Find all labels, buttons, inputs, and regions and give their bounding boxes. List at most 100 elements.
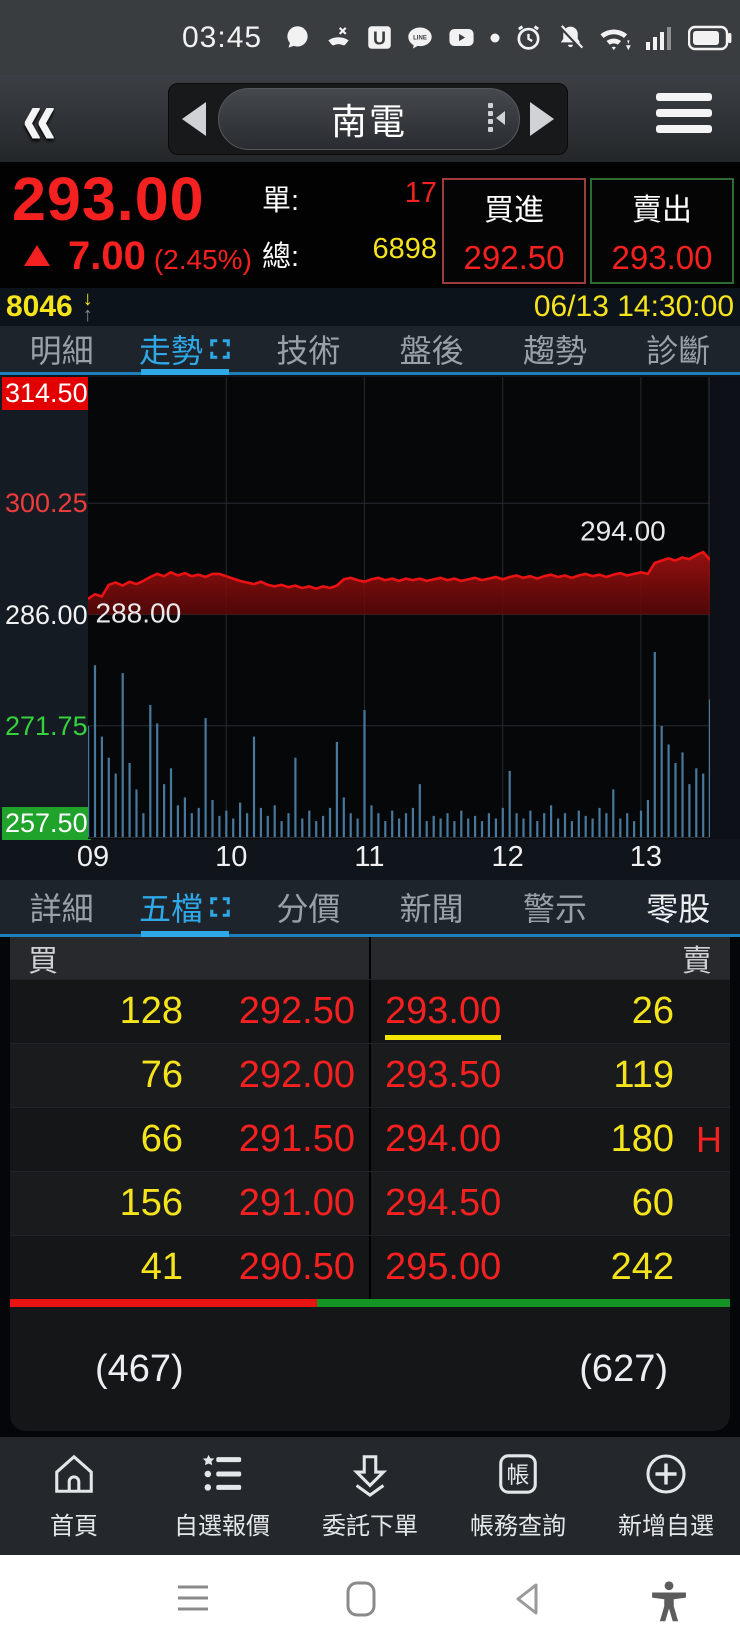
tab-price-volume[interactable]: 分價 bbox=[276, 891, 341, 927]
chart-plot[interactable]: 288.00 294.00 bbox=[87, 377, 712, 839]
ask-price[interactable]: 295.00 bbox=[385, 1246, 502, 1288]
tab-technical[interactable]: 技術 bbox=[276, 333, 341, 369]
tab-afterhours[interactable]: 盤後 bbox=[399, 333, 464, 369]
bid-price[interactable]: 292.50 bbox=[238, 990, 355, 1032]
bid-price[interactable]: 290.50 bbox=[238, 1246, 355, 1288]
nav-add-watchlist[interactable]: 新增自選 bbox=[592, 1437, 740, 1555]
ask-price[interactable]: 294.00 bbox=[385, 1118, 502, 1160]
bid-volume: 66 bbox=[140, 1118, 183, 1160]
stock-code: 8046 bbox=[6, 290, 73, 323]
buy-button[interactable]: 買進 292.50 bbox=[442, 178, 586, 284]
tab-diagnosis[interactable]: 診斷 bbox=[646, 333, 711, 369]
fullscreen-expand-icon[interactable] bbox=[209, 338, 231, 360]
tab-detail2[interactable]: 詳細 bbox=[29, 891, 94, 927]
nav-bar: « 南電 bbox=[0, 75, 740, 162]
orderbook-row[interactable]: 128 292.50 293.00 26 bbox=[10, 979, 730, 1043]
fullscreen-expand-icon[interactable] bbox=[209, 896, 231, 918]
orderbook-header: 買 賣 bbox=[10, 937, 730, 979]
svg-text:U: U bbox=[373, 28, 386, 48]
orderbook-row[interactable]: 41 290.50 295.00 242 bbox=[10, 1235, 730, 1299]
back-triangle-icon[interactable] bbox=[508, 1579, 548, 1624]
signal-bars-icon bbox=[645, 24, 675, 52]
ask-price-last-traded[interactable]: 293.00 bbox=[385, 990, 502, 1040]
time-axis-label: 09 bbox=[76, 841, 110, 873]
orderbook-section: 買 賣 128 292.50 293.00 26 76 292.00 293.50 11… bbox=[0, 937, 740, 1437]
missed-call-icon bbox=[324, 23, 353, 52]
svg-text:288.00: 288.00 bbox=[96, 597, 182, 628]
ask-price[interactable]: 293.50 bbox=[385, 1054, 502, 1096]
total-ask-volume: (627) bbox=[579, 1347, 668, 1390]
price-block: 293.00 7.00 (2.45%) bbox=[0, 162, 262, 288]
stock-pill[interactable]: 南電 bbox=[218, 88, 520, 150]
sell-button-price: 293.00 bbox=[611, 239, 713, 276]
info-strip: 8046 ↓ ↑ 06/13 14:30:00 bbox=[0, 288, 740, 326]
price-change: 7.00 bbox=[68, 234, 146, 278]
tab-odd-lot[interactable]: 零股 bbox=[646, 891, 711, 927]
last-price: 293.00 bbox=[12, 165, 205, 233]
stock-switcher: 南電 bbox=[168, 83, 568, 155]
recent-apps-icon[interactable] bbox=[172, 1579, 214, 1624]
alarm-clock-icon bbox=[514, 23, 543, 52]
nav-home[interactable]: 首頁 bbox=[0, 1437, 148, 1555]
sell-button[interactable]: 賣出 293.00 bbox=[590, 178, 734, 284]
orderbook-row[interactable]: 156 291.00 294.50 60 bbox=[10, 1171, 730, 1235]
double-chevron-left-icon[interactable]: « bbox=[22, 74, 57, 161]
price-axis-label: 257.50 bbox=[2, 807, 91, 840]
pill-menu-icon[interactable] bbox=[488, 103, 505, 132]
prev-stock-arrow-icon[interactable] bbox=[182, 102, 206, 136]
sort-arrows-icon[interactable]: ↓ ↑ bbox=[82, 288, 93, 326]
tab-momentum[interactable]: 趨勢 bbox=[522, 333, 587, 369]
price-axis-label: 271.75 bbox=[5, 710, 88, 741]
intraday-chart[interactable]: 314.50 300.25 286.00 271.75 257.50 288.00 294… bbox=[0, 375, 740, 880]
hamburger-menu-icon[interactable] bbox=[656, 93, 712, 133]
svg-text:帳: 帳 bbox=[507, 1462, 530, 1488]
nav-place-order[interactable]: 委託下單 bbox=[296, 1437, 444, 1555]
high-price-flag: H bbox=[696, 1118, 722, 1160]
nav-watchlist[interactable]: 自選報價 bbox=[148, 1437, 296, 1555]
time-axis-label: 13 bbox=[629, 841, 662, 873]
buy-column-header: 買 bbox=[28, 945, 58, 978]
volume-block: 單: 17 總: 6898 bbox=[262, 162, 437, 288]
orderbook-row[interactable]: 76 292.00 293.50 119 bbox=[10, 1043, 730, 1107]
bid-price[interactable]: 291.50 bbox=[238, 1118, 355, 1160]
buy-button-label: 買進 bbox=[484, 194, 544, 227]
tab-five-depth[interactable]: 五檔 bbox=[123, 880, 246, 937]
next-stock-arrow-icon[interactable] bbox=[530, 102, 554, 136]
tab-alerts[interactable]: 警示 bbox=[522, 891, 587, 927]
bid-volume: 128 bbox=[119, 990, 183, 1032]
time-axis-label: 11 bbox=[354, 841, 385, 873]
ask-volume: 60 bbox=[631, 1182, 674, 1224]
bid-price[interactable]: 292.00 bbox=[238, 1054, 355, 1096]
sell-column-header: 賣 bbox=[369, 937, 730, 979]
orderbook-row[interactable]: 66 291.50 294.00 180 H bbox=[10, 1107, 730, 1171]
total-value: 6898 bbox=[372, 233, 437, 265]
price-change-pct: (2.45%) bbox=[153, 244, 252, 275]
up-triangle-icon bbox=[24, 245, 50, 266]
watchlist-icon bbox=[199, 1451, 245, 1497]
ask-price[interactable]: 294.50 bbox=[385, 1182, 502, 1224]
android-nav-bar bbox=[0, 1555, 740, 1644]
orderbook-totals: (467) (627) bbox=[10, 1307, 730, 1431]
notification-dot-icon bbox=[489, 32, 501, 44]
svg-text:294.00: 294.00 bbox=[580, 515, 666, 546]
price-axis-label: 286.00 bbox=[5, 599, 88, 630]
bottom-nav: 首頁 自選報價 委託下單 帳 帳務查詢 新增自選 bbox=[0, 1437, 740, 1555]
quote-datetime: 06/13 14:30:00 bbox=[533, 290, 734, 323]
bid-volume: 156 bbox=[119, 1182, 183, 1224]
bid-price[interactable]: 291.00 bbox=[238, 1182, 355, 1224]
home-icon bbox=[51, 1451, 97, 1497]
bell-muted-icon bbox=[556, 23, 585, 52]
price-axis-label: 314.50 bbox=[2, 377, 91, 410]
tab-trend[interactable]: 走勢 bbox=[123, 326, 246, 375]
nav-account[interactable]: 帳 帳務查詢 bbox=[444, 1437, 592, 1555]
tab-detail[interactable]: 明細 bbox=[29, 333, 94, 369]
svg-text:LINE: LINE bbox=[413, 35, 427, 41]
ask-volume: 242 bbox=[610, 1246, 674, 1288]
total-bid-volume: (467) bbox=[95, 1347, 184, 1390]
tab-news[interactable]: 新聞 bbox=[399, 891, 464, 927]
accessibility-icon[interactable] bbox=[648, 1579, 690, 1628]
chat-bubble-icon bbox=[284, 24, 311, 51]
price-axis-gutter: 314.50 300.25 286.00 271.75 257.50 bbox=[0, 377, 91, 840]
home-square-icon[interactable] bbox=[342, 1579, 382, 1624]
